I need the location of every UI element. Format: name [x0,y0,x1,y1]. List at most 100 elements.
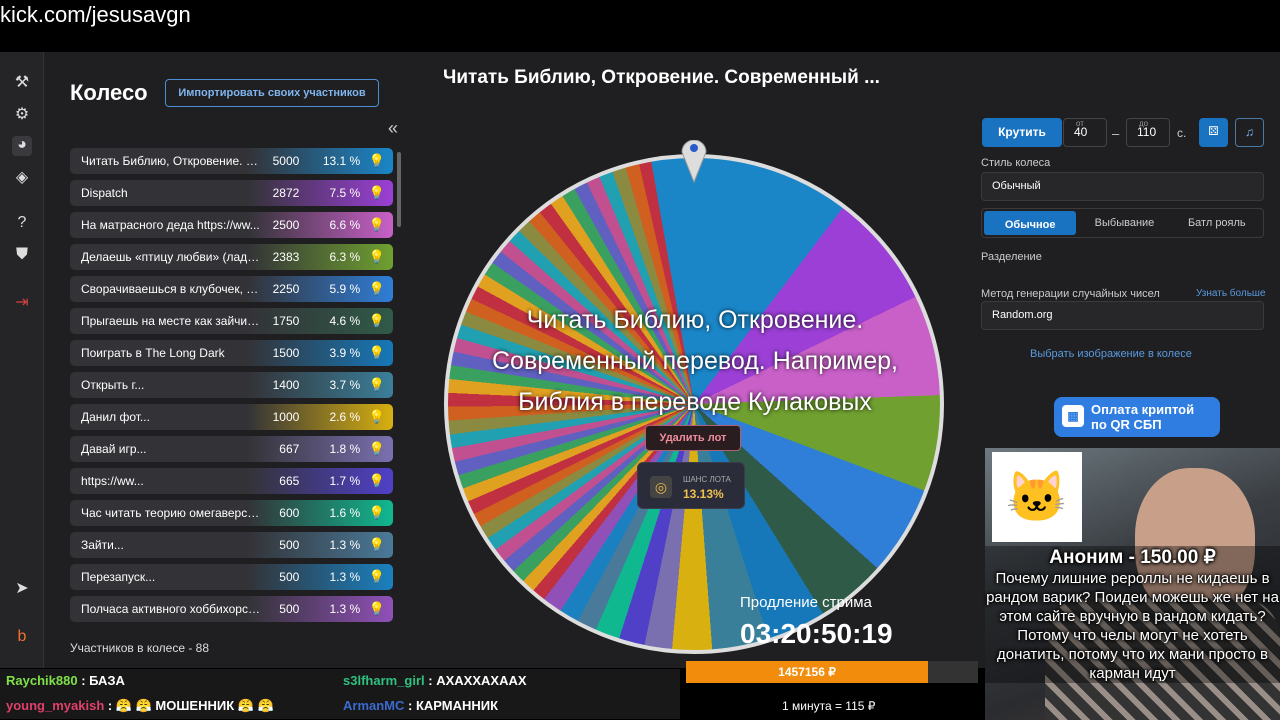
rng-select[interactable]: Random.org [981,301,1264,330]
extension-timer: 03:20:50:19 [740,618,893,649]
lot-name: Час читать теорию омегаверса в... [81,506,261,520]
chat-text: : 😤 😤 МОШЕННИК 😤 😤 [107,698,274,713]
shield-icon[interactable]: ⛊ [15,246,28,263]
pie-chart-icon[interactable]: ◕ [12,136,32,156]
layers-icon[interactable]: ◈ [15,169,29,186]
lot-chance-card: ◎ ШАНС ЛОТА 13.13% [637,462,745,509]
lot-percent: 1.3 % [329,538,361,552]
lightbulb-icon[interactable]: 💡 [368,569,385,584]
dice-icon[interactable]: ⚄ [1199,118,1228,147]
range-dash: – [1112,126,1120,141]
lightbulb-icon[interactable]: 💡 [368,281,385,296]
boosty-icon[interactable]: b [17,628,27,645]
lightbulb-icon[interactable]: 💡 [368,217,385,232]
lot-row[interactable]: На матрасного деда https://ww... 2500 6.6 … [70,212,393,238]
telegram-icon[interactable]: ➤ [15,580,29,597]
lot-row[interactable]: https://ww... 665 1.7 % 💡 [70,468,393,494]
extension-amount: 1457156 ₽ [778,665,836,679]
collapse-icon[interactable]: « [388,118,399,138]
duration-from-input[interactable]: от 40 [1063,118,1107,147]
lot-row[interactable]: Полчаса активного хоббихорсинг... 500 1.3 … [70,596,393,622]
lightbulb-icon[interactable]: 💡 [368,409,385,424]
winner-text: Читать Библию, Откровение. Современный п… [491,306,899,416]
lightbulb-icon[interactable]: 💡 [368,473,385,488]
gear-icon[interactable]: ⚙ [14,106,30,123]
chat-user: Raychik880 [6,673,78,688]
lot-amount: 1750 [272,314,300,328]
lot-row[interactable]: Dispatch 2872 7.5 % 💡 [70,180,393,206]
lot-amount: 500 [279,538,300,552]
lot-name: Dispatch [81,186,128,200]
lot-name: Читать Библию, Откровение. Со... [81,154,261,168]
lot-amount: 2872 [272,186,300,200]
extension-label: Продление стрима [740,594,872,611]
lot-row[interactable]: Данил фот... 1000 2.6 % 💡 [70,404,393,430]
lightbulb-icon[interactable]: 💡 [368,537,385,552]
lot-percent: 4.6 % [329,314,361,328]
lot-row[interactable]: Поиграть в The Long Dark 1500 3.9 % 💡 [70,340,393,366]
lot-amount: 500 [279,602,300,616]
lot-row[interactable]: Сворачиваешься в клубочек, по... 2250 5.9 … [70,276,393,302]
lot-percent: 3.9 % [329,346,361,360]
chat-user: s3lfharm_girl [343,673,425,688]
help-icon[interactable]: ? [17,214,27,231]
crypto-qr-payment-banner[interactable]: ▦ Оплата криптой по QR СБП [1054,397,1220,437]
wheel-title: Читать Библию, Откровение. Современный .… [443,67,880,88]
lot-name: Зайти... [81,538,124,552]
lot-percent: 2.6 % [329,410,361,424]
donation-alert: Аноним - 150.00 ₽ Почему лишние рероллы … [985,546,1280,683]
spin-button[interactable]: Крутить [982,118,1062,147]
sidebar-nav: ⚒ ⚙ ◕ ◈ ? ⛊ ⇥ ➤ b [0,52,44,668]
gavel-icon[interactable]: ⚒ [14,74,30,91]
lot-row[interactable]: Час читать теорию омегаверса в... 600 1.6 … [70,500,393,526]
lightbulb-icon[interactable]: 💡 [368,313,385,328]
wheel-style-select[interactable]: Обычный [981,172,1264,201]
music-icon[interactable]: ♫ [1235,118,1264,147]
scrollbar[interactable] [397,152,401,227]
lot-row[interactable]: Давай игр... 667 1.8 % 💡 [70,436,393,462]
lightbulb-icon[interactable]: 💡 [368,505,385,520]
to-label: до [1139,119,1149,128]
tab-normal[interactable]: Обычное [984,211,1077,235]
wheel-pointer-icon [681,140,707,184]
tab-elimination[interactable]: Выбывание [1094,217,1155,229]
lightbulb-icon[interactable]: 💡 [368,345,385,360]
lot-row[interactable]: Открыть г... 1400 3.7 % 💡 [70,372,393,398]
tab-battle-royale[interactable]: Батл рояль [1187,217,1246,229]
lot-amount: 500 [279,570,300,584]
lot-amount: 2500 [272,218,300,232]
lightbulb-icon[interactable]: 💡 [368,153,385,168]
logout-icon[interactable]: ⇥ [15,294,29,311]
lot-row[interactable]: Прыгаешь на месте как зайчик (... 1750 4.6… [70,308,393,334]
lot-amount: 1500 [272,346,300,360]
lot-amount: 2250 [272,282,300,296]
seconds-unit: с. [1177,126,1187,140]
lot-list: Читать Библию, Откровение. Со... 5000 13.1… [70,148,393,630]
choose-image-link[interactable]: Выбрать изображение в колесе [1030,348,1192,360]
lot-row[interactable]: Читать Библию, Откровение. Со... 5000 13.1… [70,148,393,174]
lightbulb-icon[interactable]: 💡 [368,601,385,616]
lightbulb-icon[interactable]: 💡 [368,441,385,456]
lot-row[interactable]: Зайти... 500 1.3 % 💡 [70,532,393,558]
target-icon: ◎ [650,476,672,498]
lot-percent: 1.3 % [329,570,361,584]
chat-text: : КАРМАННИК [408,698,499,713]
lot-name: https://ww... [81,474,144,488]
duration-to-input[interactable]: до 110 [1126,118,1170,147]
lot-row[interactable]: Перезапуск... 500 1.3 % 💡 [70,564,393,590]
qr-icon: ▦ [1062,405,1084,427]
lightbulb-icon[interactable]: 💡 [368,185,385,200]
lot-name: Давай игр... [81,442,147,456]
chance-value: 13.13% [683,487,724,501]
delete-lot-button[interactable]: Удалить лот [645,425,741,451]
learn-more-link[interactable]: Узнать больше [1196,288,1266,299]
lot-amount: 667 [279,442,300,456]
lot-name: Полчаса активного хоббихорсинг... [81,602,261,616]
lot-row[interactable]: Делаешь «птицу любви» (ладош... 2383 6.3 %… [70,244,393,270]
lot-amount: 665 [279,474,300,488]
lightbulb-icon[interactable]: 💡 [368,377,385,392]
lot-name: Прыгаешь на месте как зайчик (... [81,314,261,328]
lightbulb-icon[interactable]: 💡 [368,249,385,264]
chat-message: ArmanMC : КАРМАННИК [343,694,680,719]
import-participants-button[interactable]: Импортировать своих участников [165,79,379,107]
